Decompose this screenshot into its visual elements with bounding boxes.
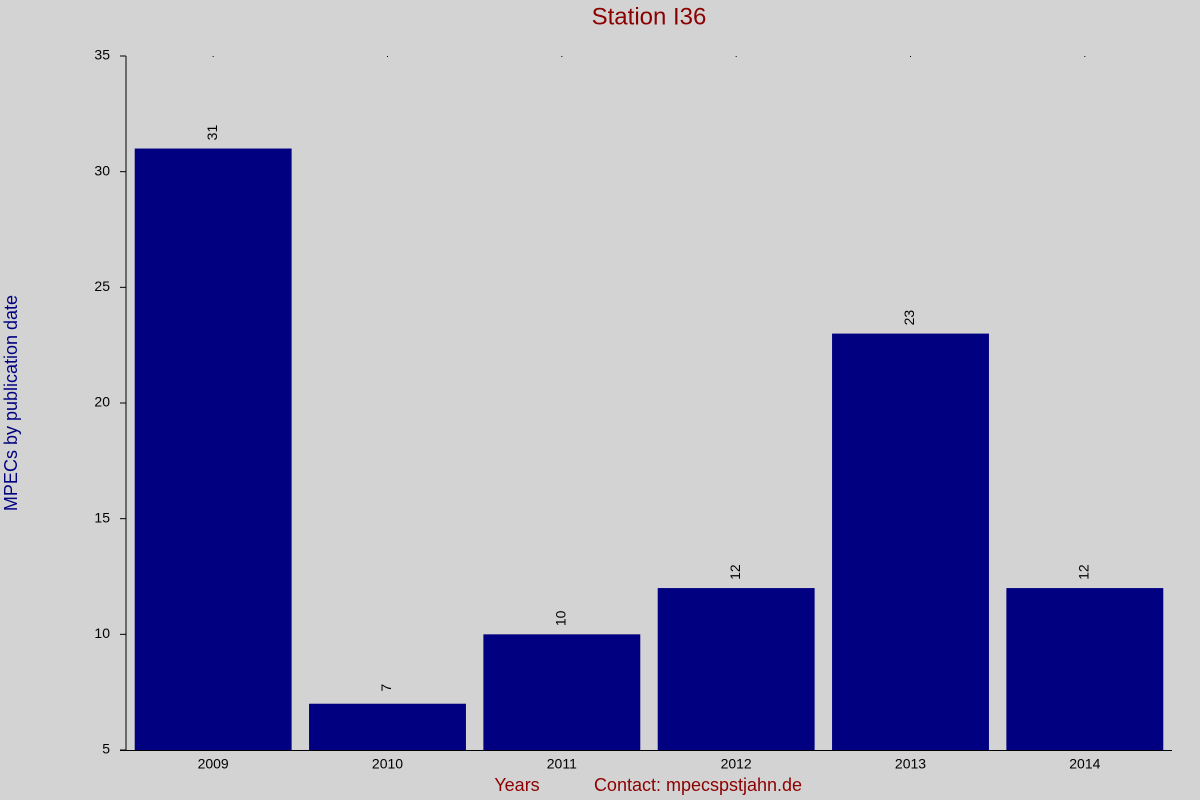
bar <box>657 588 815 750</box>
data-label: 23 <box>901 310 917 326</box>
y-tick-label: 25 <box>94 278 110 294</box>
y-tick-label: 30 <box>94 162 110 178</box>
data-label: 12 <box>1076 564 1092 580</box>
y-tick-label: 10 <box>94 625 110 641</box>
y-tick-label: 15 <box>94 509 110 525</box>
x-tick-label: 2010 <box>372 756 403 772</box>
bar <box>483 634 641 750</box>
x-tick-label: 2014 <box>1069 756 1100 772</box>
x-axis-label: Years <box>494 775 539 795</box>
chart-title: Station I36 <box>592 3 707 30</box>
x-tick-label: 2009 <box>198 756 229 772</box>
bar <box>309 703 466 750</box>
x-tick-label: 2012 <box>721 756 752 772</box>
x-tick-label: 2013 <box>895 756 926 772</box>
annotation: Contact: mpecspstjahn.de <box>594 775 802 795</box>
x-tick-label: 2011 <box>547 756 577 772</box>
bar <box>1006 588 1164 750</box>
data-label: 10 <box>553 610 569 626</box>
y-tick-label: 35 <box>94 47 110 63</box>
bar <box>832 333 989 750</box>
data-label: 7 <box>378 684 394 692</box>
y-tick-label: 20 <box>94 394 110 410</box>
data-label: 12 <box>727 564 743 580</box>
y-tick-label: 5 <box>102 741 110 757</box>
y-axis-label: MPECs by publication date <box>1 295 21 511</box>
data-label: 31 <box>204 125 220 141</box>
bar <box>134 148 292 751</box>
